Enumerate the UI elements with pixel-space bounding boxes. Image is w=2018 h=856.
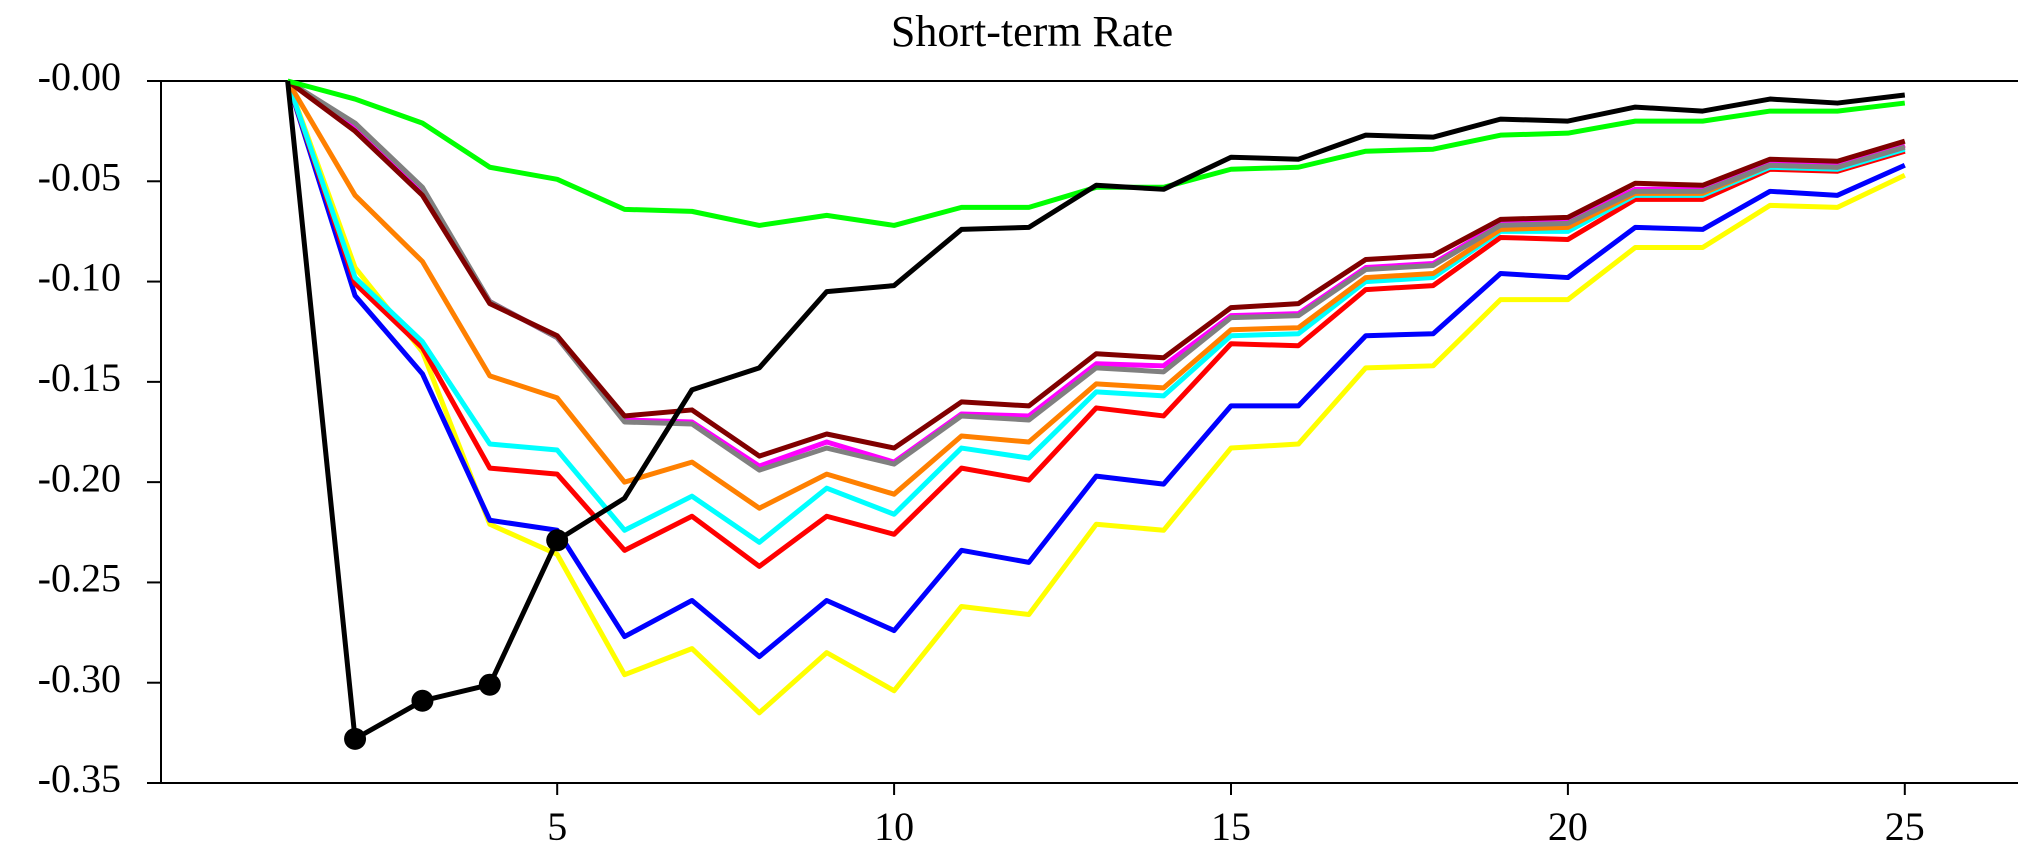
y-tick-label: -0.05 [38,154,121,199]
y-tick-label: -0.35 [38,756,121,801]
series-line [285,80,1906,716]
series-line [287,78,1906,228]
x-tick-label: 15 [1211,804,1251,849]
y-tick-label: -0.30 [38,656,121,701]
x-tick-label: 10 [874,804,914,849]
y-tick-label: -0.10 [38,255,121,300]
marker [344,727,367,750]
x-tick-label: 25 [1885,804,1925,849]
marker [546,529,569,552]
marker [411,689,434,712]
series-line [286,78,1906,459]
series-line [285,80,1906,569]
x-tick-label: 20 [1548,804,1588,849]
series-line [286,78,1906,473]
y-tick-label: -0.15 [38,355,121,400]
y-tick-label: -0.25 [38,556,121,601]
marker [478,673,501,696]
y-tick-label: -0.20 [38,455,121,500]
x-tick-label: 5 [547,804,567,849]
y-tick-label: -0.00 [38,54,121,99]
series-line [285,79,1906,511]
chart-title: Short-term Rate [891,7,1173,56]
